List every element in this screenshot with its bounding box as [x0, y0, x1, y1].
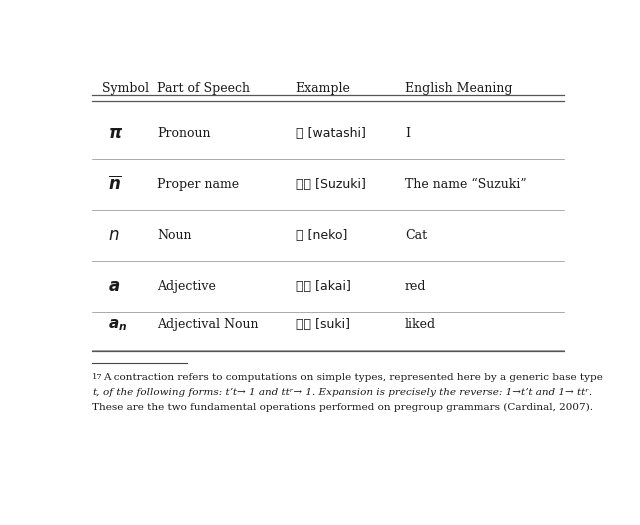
Text: Pronoun: Pronoun	[157, 127, 211, 140]
Text: Example: Example	[296, 82, 351, 95]
Text: $\boldsymbol{a}_{\boldsymbol{n}}$: $\boldsymbol{a}_{\boldsymbol{n}}$	[108, 317, 127, 333]
Text: $\overline{\boldsymbol{n}}$: $\overline{\boldsymbol{n}}$	[108, 175, 122, 193]
Text: Part of Speech: Part of Speech	[157, 82, 250, 95]
Text: $\mathit{n}$: $\mathit{n}$	[108, 226, 120, 244]
Text: $\boldsymbol{a}$: $\boldsymbol{a}$	[108, 277, 120, 295]
Text: Adjective: Adjective	[157, 280, 216, 292]
Text: 好き [suki]: 好き [suki]	[296, 319, 349, 331]
Text: These are the two fundamental operations performed on pregroup grammars (Cardina: These are the two fundamental operations…	[92, 403, 593, 412]
Text: Adjectival Noun: Adjectival Noun	[157, 319, 259, 331]
Text: Proper name: Proper name	[157, 178, 239, 191]
Text: 17: 17	[92, 373, 103, 382]
Text: Cat: Cat	[405, 229, 427, 242]
Text: 鈴木 [Suzuki]: 鈴木 [Suzuki]	[296, 178, 365, 191]
Text: Symbol: Symbol	[102, 82, 149, 95]
Text: The name “Suzuki”: The name “Suzuki”	[405, 178, 527, 191]
Text: $\boldsymbol{\pi}$: $\boldsymbol{\pi}$	[108, 124, 124, 142]
Text: English Meaning: English Meaning	[405, 82, 513, 95]
Text: liked: liked	[405, 319, 436, 331]
Text: 猫 [neko]: 猫 [neko]	[296, 229, 347, 242]
Text: 赤い [akai]: 赤い [akai]	[296, 280, 351, 292]
Text: I: I	[405, 127, 410, 140]
Text: red: red	[405, 280, 426, 292]
Text: A contraction refers to computations on simple types, represented here by a gene: A contraction refers to computations on …	[103, 373, 603, 383]
Text: of the following forms: tʼt→ 1 and ttʳ→ 1. Expansion is precisely the reverse: 1: of the following forms: tʼt→ 1 and ttʳ→ …	[103, 388, 593, 397]
Text: Noun: Noun	[157, 229, 191, 242]
Text: t,: t,	[92, 388, 100, 397]
Text: 私 [watashi]: 私 [watashi]	[296, 127, 365, 140]
